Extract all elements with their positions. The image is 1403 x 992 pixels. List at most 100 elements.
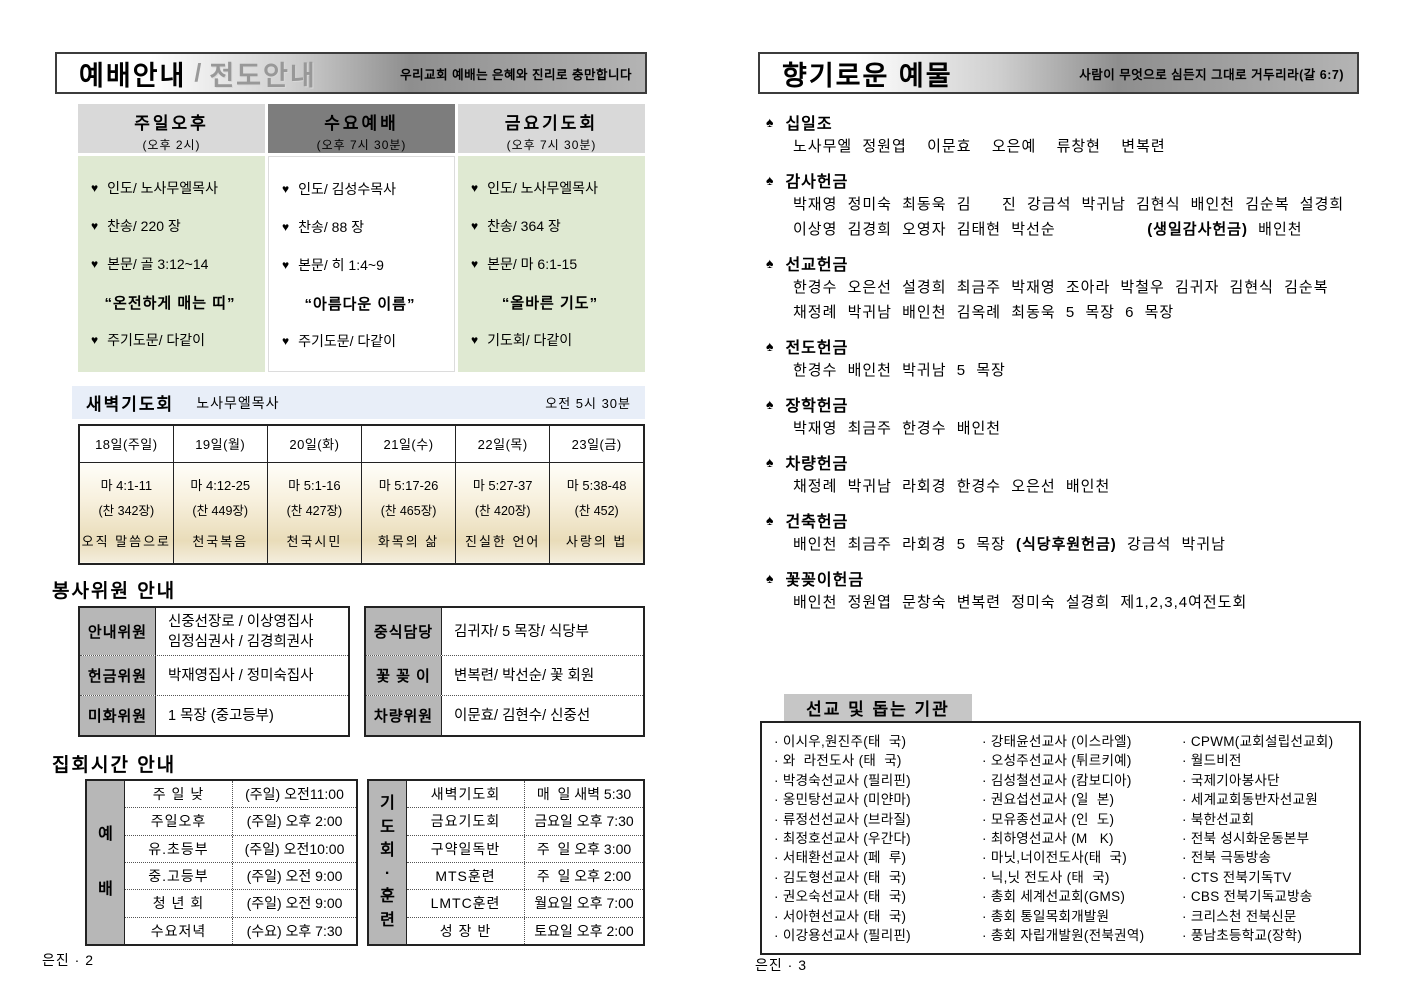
meeting-name: 중.고등부: [125, 862, 233, 890]
offering-names-line: 채정례 박귀남 배인천 김옥례 최동욱 5 목장 6 목장: [793, 304, 1175, 321]
meeting-group-char: 배: [98, 880, 113, 898]
offering-title-row: ♠ 감사헌금: [766, 168, 1362, 192]
meeting-row: 주일오후 (주일) 오후 2:00: [125, 807, 356, 835]
dawn-theme: 천국시민: [286, 534, 343, 550]
service-closing-text: 기도회/ 다같이: [487, 332, 573, 348]
mission-item: · 이시우,원진주(태 국): [774, 734, 907, 749]
spade-icon: ♠: [766, 396, 775, 412]
service-name: 금요기도회: [504, 114, 599, 133]
dawn-verse: 마 5:17-26: [378, 478, 439, 494]
mission-item: · 이강용선교사 (필리핀): [774, 928, 911, 944]
offering-item: ♠ 전도헌금 한경수 배인천 박귀남 5 목장: [766, 334, 1362, 383]
mission-item: · 국제기아봉사단: [1182, 772, 1280, 788]
committee-members-line: 변복련/ 박선순/ 꽃 회원: [454, 667, 595, 684]
service-time: (오후 7시 30분): [506, 138, 597, 152]
mission-item: · 전북 성시화운동본부: [1182, 831, 1310, 847]
offering-names-line: 배인천 최금주 라회경 5 목장 (식당후원헌금) 강금석 박귀남: [793, 536, 1226, 553]
dawn-day-cell: 마 4:1-11 (찬 342장) 오직 말씀으로: [78, 461, 174, 565]
offering-names-line: 박재영 정미숙 최동욱 김 진 강금석 박귀남 김현식 배인천 김순복 설경희: [793, 196, 1345, 213]
service-name: 주일오후: [134, 114, 209, 133]
service-column-bodies: ♥ 인도/ 노사무엘목사 ♥ 찬송/ 220 장 ♥ 본문/ 골 3:12~14 “온전하게…: [78, 156, 645, 372]
meeting-row: 청 년 회 (주일) 오전 9:00: [125, 889, 356, 917]
meeting-time: (주일) 오전10:00: [244, 840, 345, 857]
heart-icon: ♥: [282, 334, 290, 348]
page-footer-left: 은진 · 2: [42, 952, 94, 968]
committee-members-line: 김귀자/ 5 목장/ 식당부: [454, 623, 589, 640]
mission-column: · 이시우,원진주(태 국) · 와 라전도사 (태 국) · 박경숙선교사 (필리…: [774, 732, 982, 947]
dawn-day-cell: 마 5:38-48 (찬 452) 사랑의 법: [549, 461, 645, 565]
offering-names-line: 한경수 오은선 설경희 최금주 박재영 조아라 박철우 김귀자 김현식 김순복: [793, 279, 1329, 296]
mission-item: · 풍남초등학교(장학): [1182, 928, 1303, 944]
service-line: ♥ 찬송/ 88 장: [282, 208, 448, 246]
meeting-time: 월요일 오후 7:00: [534, 895, 634, 912]
meeting-time: (주일) 오후 2:00: [246, 813, 343, 830]
service-closing-text: 주기도문/ 다같이: [298, 333, 397, 349]
offering-names-line: 한경수 배인천 박귀남 5 목장: [793, 362, 1006, 379]
service-closing-text: 주기도문/ 다같이: [107, 332, 206, 348]
mission-item: · 서태환선교사 (페 루): [774, 850, 907, 866]
meeting-group-char: 회: [380, 841, 395, 859]
dawn-day-header: 19일(월): [172, 424, 268, 463]
committee-row: 차량위원 이문효/ 김현수/ 신중선: [366, 695, 643, 735]
spade-icon: ♠: [766, 338, 775, 354]
meeting-name: 유.초등부: [125, 835, 233, 862]
offering-name: 건축헌금: [785, 514, 849, 531]
heart-icon: ♥: [91, 257, 99, 271]
mission-item: · 오성주선교사 (튀르키예): [982, 753, 1132, 769]
dawn-hymn: (찬 342장): [98, 504, 155, 519]
offering-name: 꽃꽂이헌금: [785, 572, 865, 589]
offering-title-row: ♠ 장학헌금: [766, 392, 1362, 416]
offering-title-row: ♠ 건축헌금: [766, 508, 1362, 532]
dawn-day-header: 21일(수): [360, 424, 457, 463]
meeting-time: (주일) 오전 9:00: [246, 868, 343, 885]
offering-names-line: 배인천 정원엽 문창숙 변복련 정미숙 설경희 제1,2,3,4여전도회: [793, 594, 1248, 611]
mission-item: · 전북 극동방송: [1182, 850, 1272, 866]
heart-icon: ♥: [282, 220, 290, 234]
service-line: ♥ 찬송/ 364 장: [471, 207, 639, 245]
service-time: (오후 7시 30분): [316, 138, 407, 152]
committee-members-line: 임정심권사 / 김경희권사: [168, 633, 314, 650]
service-body: ♥ 인도/ 노사무엘목사 ♥ 찬송/ 220 장 ♥ 본문/ 골 3:12~14 “온전하게…: [78, 156, 265, 372]
spade-icon: ♠: [766, 255, 775, 271]
mission-item: · 닉,닛 전도사 (태 국): [982, 869, 1110, 885]
offering-names-line: 노사무엘 정원엽 이문효 오은예 류창현 변복련: [793, 138, 1166, 155]
dawn-day-header: 18일(주일): [78, 424, 174, 463]
offering-list: ♠ 십일조 노사무엘 정원엽 이문효 오은예 류창현 변복련 ♠ 감사헌금 박재영 정미숙…: [766, 110, 1362, 624]
meeting-time: 주 일 오후 3:00: [536, 840, 632, 857]
committee-members-line: 신중선장로 / 이상영집사: [168, 613, 314, 630]
offering-name: 감사헌금: [785, 174, 849, 191]
spade-icon: ♠: [766, 512, 775, 528]
committee-role-label: 차량위원: [366, 696, 442, 735]
meeting-table-prayer-training: 기 도 회 · 훈 련 새벽기도회 매 일 새벽 5:30 금요기도회 금요일 오후 7:30 구약…: [367, 779, 645, 946]
offering-names-line: 이상영 김경희 오영자 김태현 박선순 (생일감사헌금) 배인천: [793, 221, 1303, 238]
service-column-headers: 주일오후 (오후 2시) 수요예배 (오후 7시 30분) 금요기도회 (오후 7시 30…: [78, 104, 645, 153]
service-line: ♥ 본문/ 히 1:4~9: [282, 246, 448, 284]
mission-item: · 권오숙선교사 (태 국): [774, 889, 907, 905]
heart-icon: ♥: [471, 181, 479, 195]
mission-item: · 마닛,너이전도사(태 국): [982, 850, 1128, 866]
mission-section-title: 선교 및 돕는 기관: [784, 694, 972, 721]
offering-title-row: ♠ 꽃꽂이헌금: [766, 566, 1362, 590]
committee-members-line: 1 목장 (중고등부): [168, 707, 274, 724]
heart-icon: ♥: [91, 181, 99, 195]
heart-icon: ♥: [91, 333, 99, 347]
spade-icon: ♠: [766, 570, 775, 586]
heart-icon: ♥: [282, 258, 290, 272]
service-header: 금요기도회 (오후 7시 30분): [458, 104, 645, 153]
service-body: ♥ 인도/ 김성수목사 ♥ 찬송/ 88 장 ♥ 본문/ 히 1:4~9 “아름다운 이름”…: [268, 156, 455, 372]
service-line: ♥ 찬송/ 220 장: [91, 207, 259, 245]
service-line: ♥ 인도/ 노사무엘목사: [471, 169, 639, 207]
meeting-time: 주 일 오후 2:00: [536, 868, 632, 885]
service-line-text: 본문/ 히 1:4~9: [298, 257, 384, 273]
offering-item: ♠ 선교헌금 한경수 오은선 설경희 최금주 박재영 조아라 박철우 김귀자 김현식…: [766, 251, 1362, 325]
meeting-rows: 주 일 낮 (주일) 오전11:00 주일오후 (주일) 오후 2:00 유.초등부 (주…: [125, 781, 356, 944]
meeting-group-char: 예: [98, 826, 113, 844]
service-line-text: 찬송/ 364 장: [487, 218, 561, 234]
offering-names-line: 박재영 최금주 한경수 배인천: [793, 420, 1002, 437]
mission-organizations-box: · 이시우,원진주(태 국) · 와 라전도사 (태 국) · 박경숙선교사 (필리…: [760, 721, 1361, 955]
sermon-title: “온전하게 매는 띠”: [104, 294, 236, 312]
service-line: ♥ 인도/ 노사무엘목사: [91, 169, 259, 207]
dawn-theme: 사랑의 법: [565, 534, 628, 550]
dawn-day-header: 23일(금): [549, 424, 645, 463]
